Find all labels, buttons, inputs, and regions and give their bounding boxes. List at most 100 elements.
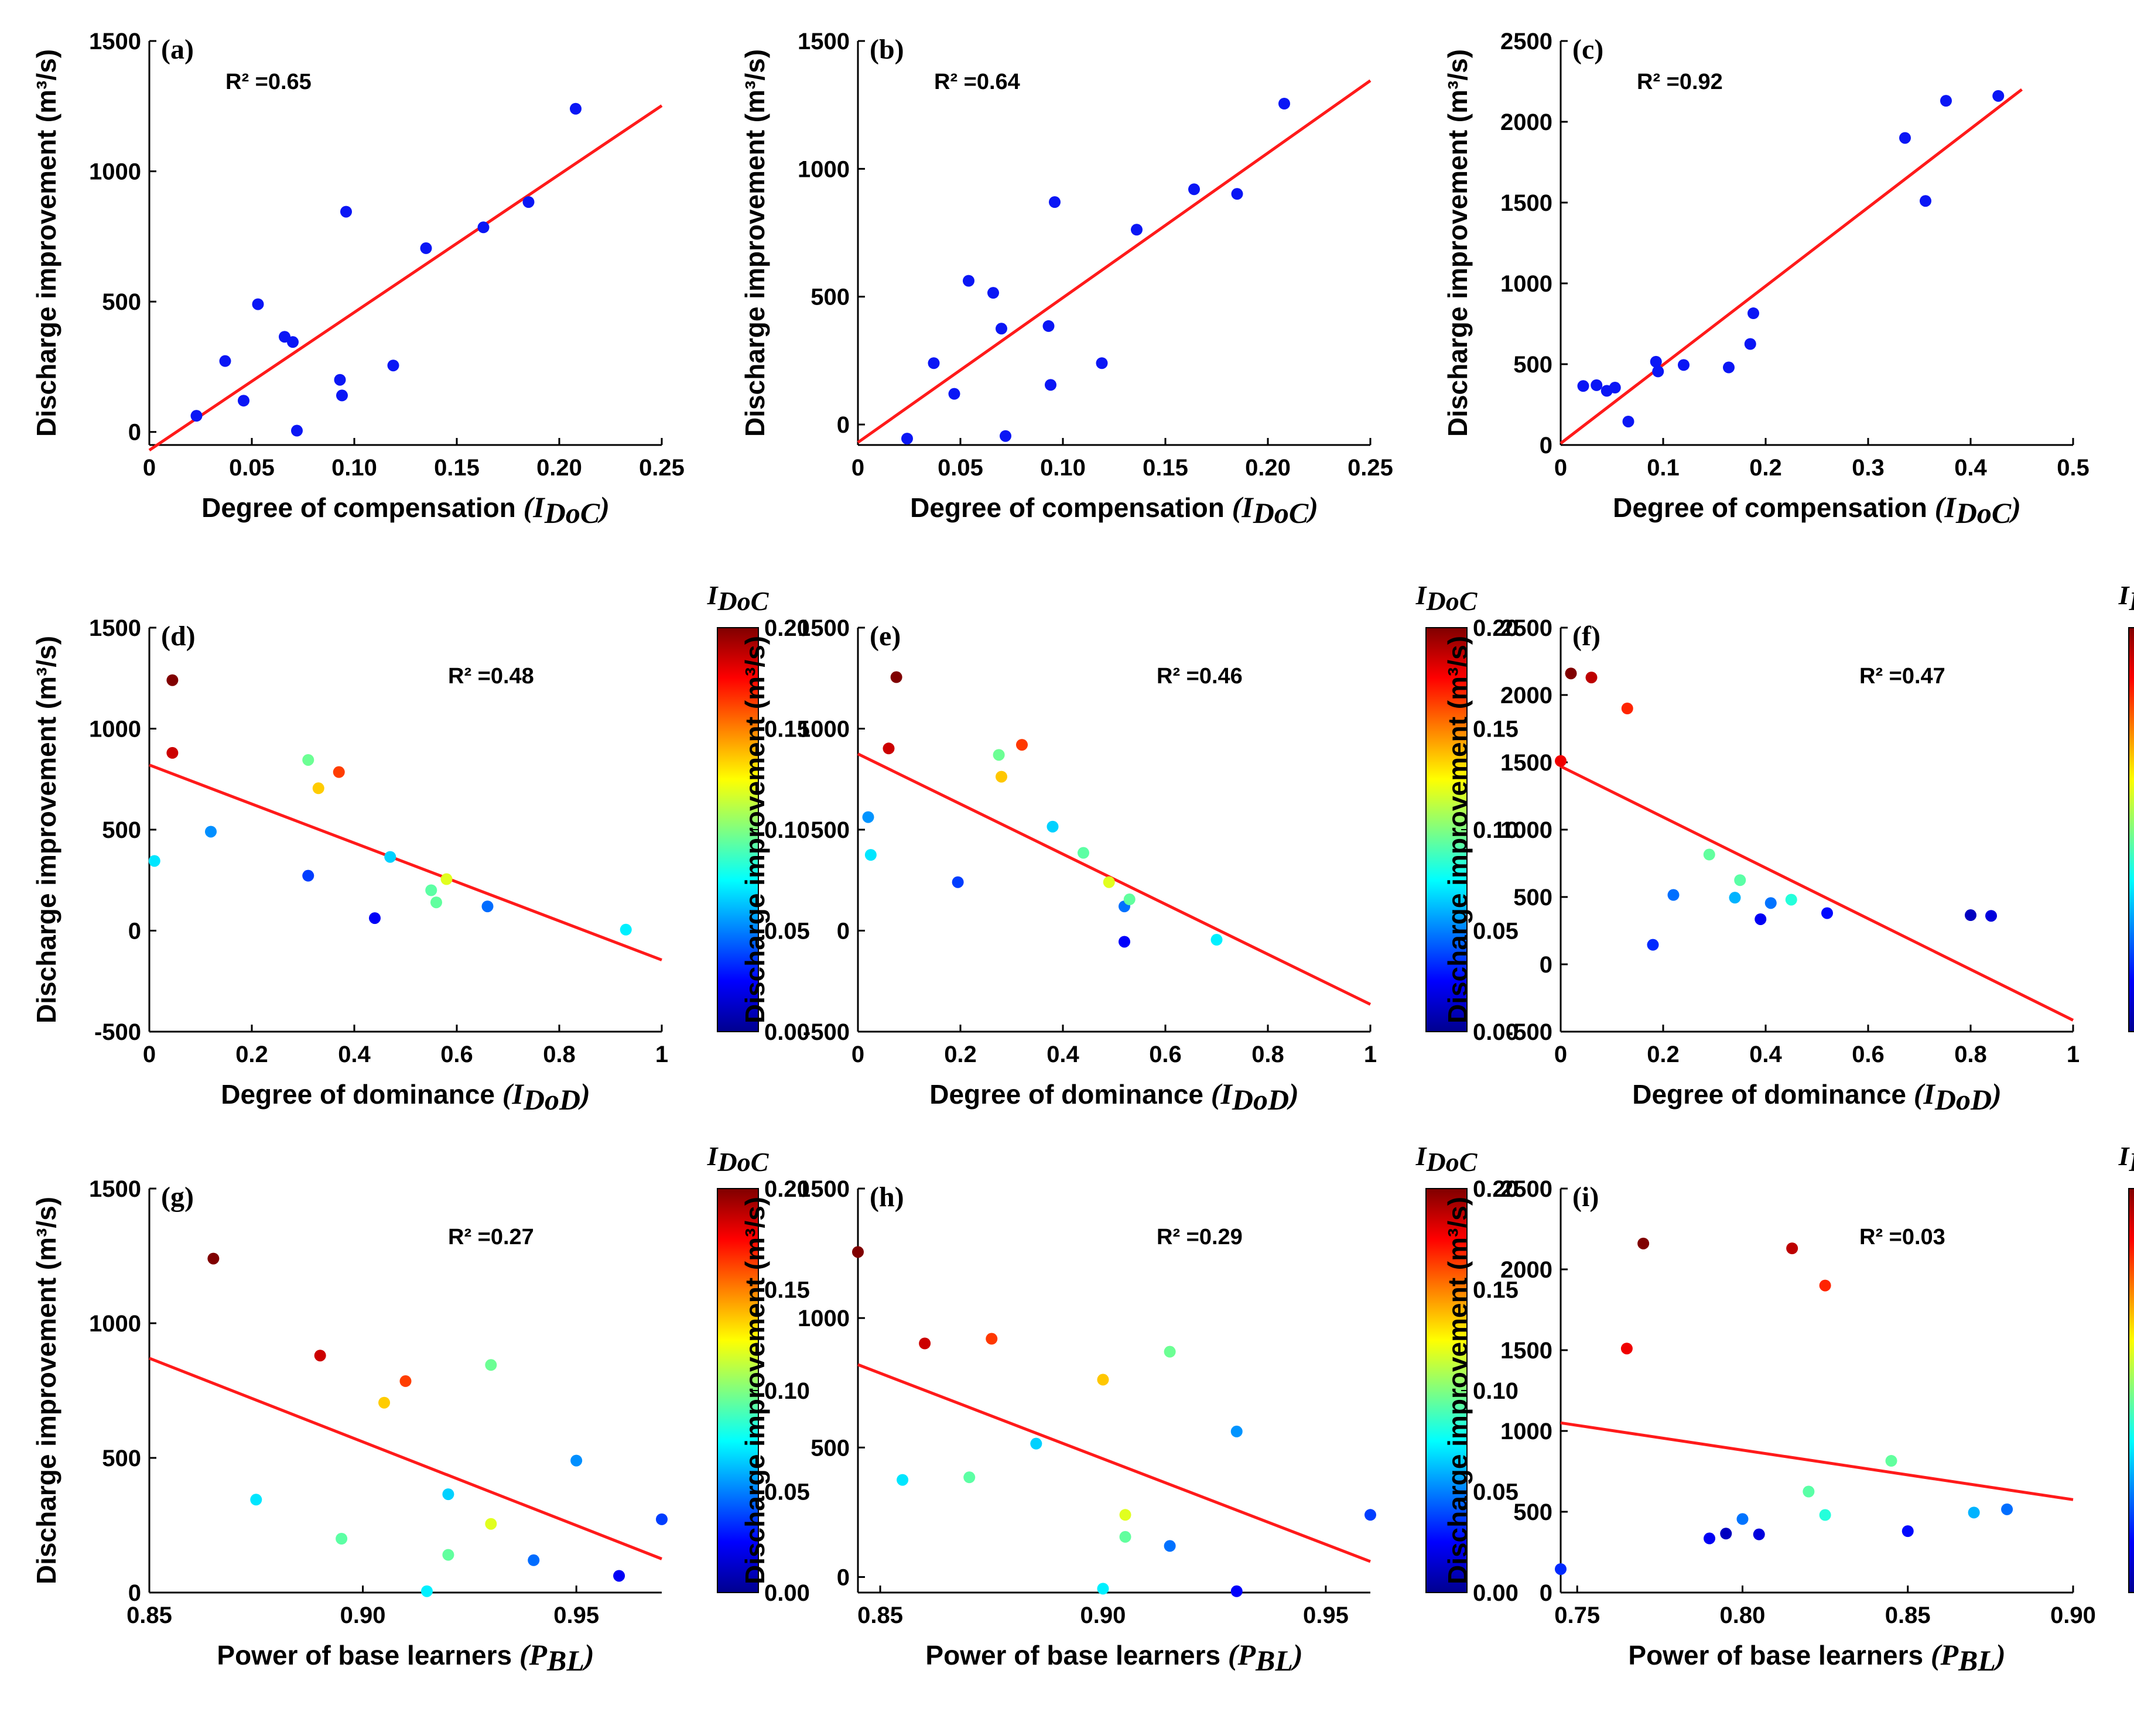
x-axis-symbol: (I	[1211, 1077, 1233, 1110]
data-point	[205, 826, 217, 838]
colorbar-title: IDoC	[707, 580, 770, 616]
colorbar-title-sub: DoC	[717, 586, 770, 616]
x-tick-label: 0.6	[440, 1042, 473, 1067]
colorbar-tick-label: 0.10	[1473, 817, 1519, 843]
y-tick-label: 1500	[1500, 750, 1552, 776]
y-tick-label: 1500	[89, 1176, 141, 1202]
y-tick-label: 500	[810, 1435, 850, 1461]
y-tick-label: 1500	[798, 615, 850, 641]
data-point	[440, 873, 453, 885]
data-point	[1585, 672, 1598, 684]
data-point	[312, 782, 324, 795]
x-tick-label: 0.25	[1348, 455, 1393, 481]
y-tick-label: 500	[810, 285, 850, 310]
data-point	[1720, 1528, 1732, 1540]
data-point	[378, 1396, 391, 1409]
data-point	[1364, 1509, 1376, 1521]
x-tick-label: 0.1	[1647, 455, 1680, 481]
y-tick-label: 0	[1540, 1580, 1552, 1606]
data-point	[1703, 848, 1715, 861]
data-point	[1047, 820, 1059, 833]
colorbar-title-symbol: I	[2118, 1141, 2130, 1171]
x-axis-symbol-close: )	[582, 1638, 594, 1671]
x-tick-label: 0.4	[338, 1042, 371, 1067]
y-axis-label: Discharge improvement (m³/s)	[1442, 1197, 1473, 1584]
y-tick-label: 1000	[798, 717, 850, 742]
y-tick-label: 0	[1540, 433, 1552, 458]
x-axis-label-text: Degree of compensation	[910, 492, 1232, 523]
panel-label: (f)	[1572, 621, 1600, 652]
y-axis-label: Discharge improvement (m³/s)	[740, 49, 770, 437]
x-axis-label: Degree of dominance (IDoD)	[221, 1077, 590, 1116]
colorbar-tick-label: 0.20	[764, 1176, 810, 1202]
colorbar-title-sub: DoC	[1426, 586, 1478, 616]
x-axis-label: Degree of dominance (IDoD)	[1632, 1077, 2002, 1116]
data-point	[336, 1533, 348, 1545]
x-tick-label: 0.90	[2050, 1603, 2096, 1628]
r-squared-label: R² =0.48	[448, 664, 534, 689]
x-tick-label: 0	[851, 1042, 864, 1067]
y-tick-label: 0	[837, 1564, 850, 1590]
data-point	[420, 1585, 433, 1597]
data-point	[1609, 382, 1621, 394]
y-tick-label: 500	[102, 817, 141, 843]
y-tick-label: 0	[128, 919, 141, 944]
data-point	[656, 1513, 668, 1525]
x-tick-label: 0.85	[857, 1603, 903, 1628]
data-point	[314, 1350, 326, 1362]
x-axis-symbol-sub: DoD	[1934, 1083, 1992, 1116]
data-point	[996, 323, 1007, 335]
panel-label: (i)	[1572, 1182, 1599, 1213]
data-point	[1097, 1374, 1109, 1386]
colorbar-tick-label: 0.20	[1473, 615, 1519, 641]
colorbar: 0.000.100.200.300.40IDoC	[2118, 1141, 2134, 1593]
y-axis-label: Discharge improvement (m³/s)	[1442, 49, 1473, 437]
x-axis-symbol: (I	[502, 1077, 525, 1110]
y-tick-label: 1000	[89, 159, 141, 185]
x-axis-label-text: Degree of dominance	[221, 1079, 502, 1110]
data-point	[1755, 913, 1767, 925]
y-tick-label: -500	[1506, 1019, 1552, 1045]
r-squared-label: R² =0.46	[1157, 664, 1243, 689]
y-tick-label: 1000	[1500, 1419, 1552, 1444]
colorbar-tick-label: 0.00	[1473, 1580, 1519, 1606]
y-tick-label: 0	[837, 412, 850, 438]
data-point	[963, 275, 974, 287]
colorbar-title: IDoC	[2118, 1141, 2134, 1177]
x-tick-label: 0.15	[1143, 455, 1188, 481]
colorbar-tick-label: 0.20	[1473, 1176, 1519, 1202]
data-point	[952, 876, 964, 888]
y-tick-label: 2000	[1500, 109, 1552, 135]
x-tick-label: 0.80	[1720, 1603, 1766, 1628]
data-point	[1821, 907, 1833, 919]
x-axis-symbol-sub: DoD	[523, 1083, 580, 1116]
colorbar-tick-label: 0.10	[1473, 1378, 1519, 1404]
panel-label: (h)	[870, 1182, 904, 1213]
data-point	[1650, 355, 1662, 368]
x-tick-label: 0.8	[1954, 1042, 1987, 1067]
x-tick-label: 0.20	[1245, 455, 1291, 481]
data-point	[1030, 1437, 1042, 1450]
data-point	[1647, 939, 1659, 951]
x-axis-symbol-close: )	[597, 491, 610, 523]
x-axis-label: Degree of compensation (IDoC)	[1613, 491, 2021, 529]
y-tick-label: 2000	[1500, 683, 1552, 708]
panel-a: 0 0.05 0.10 0.15 0.20 0.25 0 500 1000 1500 (a) R² =…	[31, 29, 685, 529]
data-point	[1968, 1506, 1980, 1519]
r-squared-label: R² =0.64	[934, 70, 1020, 94]
data-point	[901, 433, 913, 445]
data-point	[1920, 195, 1931, 207]
x-tick-label: 0.95	[553, 1603, 599, 1628]
x-tick-label: 0.85	[126, 1603, 172, 1628]
y-tick-label: 500	[1513, 885, 1552, 910]
colorbar-scale	[2128, 627, 2134, 1032]
fit-line	[857, 752, 1372, 1006]
data-point	[1753, 1528, 1765, 1540]
data-point	[1230, 1585, 1243, 1597]
y-tick-label: 500	[102, 289, 141, 315]
panel-label: (e)	[870, 621, 901, 652]
